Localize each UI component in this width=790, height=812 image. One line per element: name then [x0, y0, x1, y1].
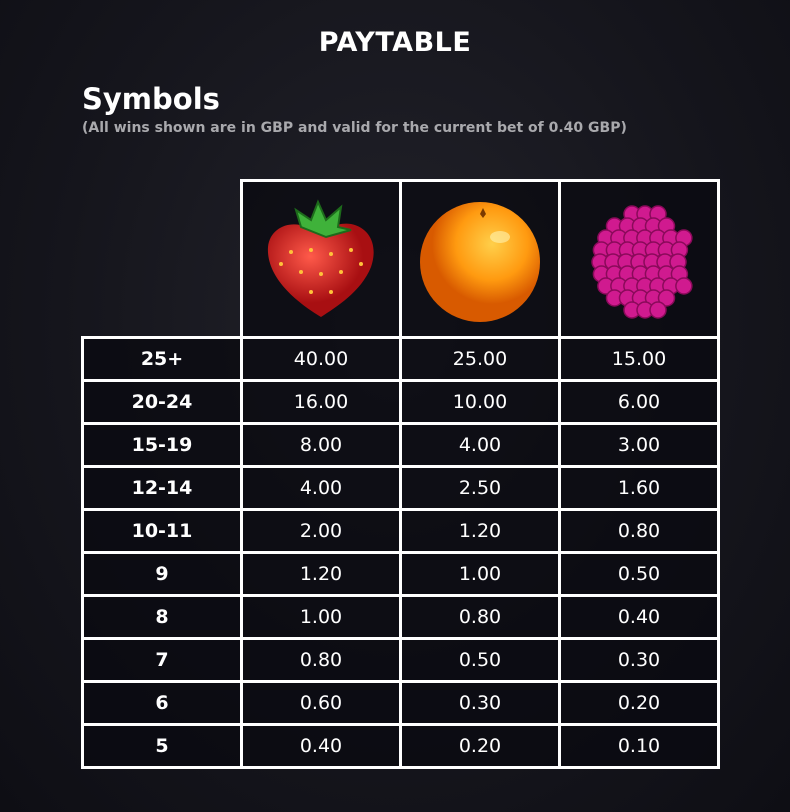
paytable-row: 10-11 2.00 1.20 0.80 [81, 508, 720, 554]
payout-value: 1.20 [399, 508, 561, 554]
paytable-row: 7 0.80 0.50 0.30 [81, 637, 720, 683]
paytable-row: 6 0.60 0.30 0.20 [81, 680, 720, 726]
payout-value: 10.00 [399, 379, 561, 425]
payout-value: 0.60 [240, 680, 402, 726]
payout-value: 0.80 [558, 508, 720, 554]
paytable-row: 5 0.40 0.20 0.10 [81, 723, 720, 769]
symbol-count-label: 5 [81, 723, 243, 769]
paytable-row: 8 1.00 0.80 0.40 [81, 594, 720, 640]
payout-value: 0.10 [558, 723, 720, 769]
symbol-count-label: 7 [81, 637, 243, 683]
raspberry-drupelet [649, 300, 667, 319]
paytable-row: 9 1.20 1.00 0.50 [81, 551, 720, 597]
payout-value: 3.00 [558, 422, 720, 468]
raspberry-drupelet [675, 276, 693, 295]
page-title: PAYTABLE [318, 27, 472, 58]
payout-value: 1.20 [240, 551, 402, 597]
paytable: 25+ 40.00 25.00 15.00 20-24 16.00 10.00 6.00 15-… [81, 179, 720, 769]
payout-value: 0.80 [240, 637, 402, 683]
payout-value: 4.00 [399, 422, 561, 468]
payout-value: 25.00 [399, 336, 561, 382]
paytable-row: 15-19 8.00 4.00 3.00 [81, 422, 720, 468]
symbol-cell-raspberry [558, 179, 720, 339]
payout-value: 0.20 [558, 680, 720, 726]
payout-value: 0.30 [558, 637, 720, 683]
payout-value: 0.30 [399, 680, 561, 726]
payout-value: 0.40 [240, 723, 402, 769]
symbol-count-label: 9 [81, 551, 243, 597]
payout-value: 0.40 [558, 594, 720, 640]
payout-value: 40.00 [240, 336, 402, 382]
payout-value: 1.00 [399, 551, 561, 597]
payout-value: 8.00 [240, 422, 402, 468]
paytable-row: 25+ 40.00 25.00 15.00 [81, 336, 720, 382]
section-heading: Symbols [82, 82, 220, 116]
symbol-count-label: 6 [81, 680, 243, 726]
payout-value: 1.60 [558, 465, 720, 511]
symbol-count-label: 20-24 [81, 379, 243, 425]
symbol-count-label: 15-19 [81, 422, 243, 468]
payout-value: 0.50 [558, 551, 720, 597]
symbol-count-label: 8 [81, 594, 243, 640]
symbol-header-row [82, 179, 720, 339]
payout-value: 0.50 [399, 637, 561, 683]
empty-corner [82, 180, 243, 338]
paytable-row: 12-14 4.00 2.50 1.60 [81, 465, 720, 511]
payout-value: 0.80 [399, 594, 561, 640]
payout-value: 2.00 [240, 508, 402, 554]
section-subtitle: (All wins shown are in GBP and valid for… [82, 120, 627, 136]
raspberry-drupelet [657, 288, 676, 307]
symbol-count-label: 10-11 [81, 508, 243, 554]
payout-value: 16.00 [240, 379, 402, 425]
strawberry-icon [267, 198, 374, 317]
symbol-count-label: 25+ [81, 336, 243, 382]
orange-icon [420, 201, 540, 322]
payout-value: 4.00 [240, 465, 402, 511]
payout-value: 2.50 [399, 465, 561, 511]
raspberry-icon [591, 204, 693, 319]
payout-value: 6.00 [558, 379, 720, 425]
payout-value: 0.20 [399, 723, 561, 769]
payout-value: 15.00 [558, 336, 720, 382]
symbol-count-label: 12-14 [81, 465, 243, 511]
payout-value: 1.00 [240, 594, 402, 640]
paytable-row: 20-24 16.00 10.00 6.00 [81, 379, 720, 425]
symbol-cell-orange [399, 179, 561, 339]
symbol-cell-strawberry [240, 179, 402, 339]
